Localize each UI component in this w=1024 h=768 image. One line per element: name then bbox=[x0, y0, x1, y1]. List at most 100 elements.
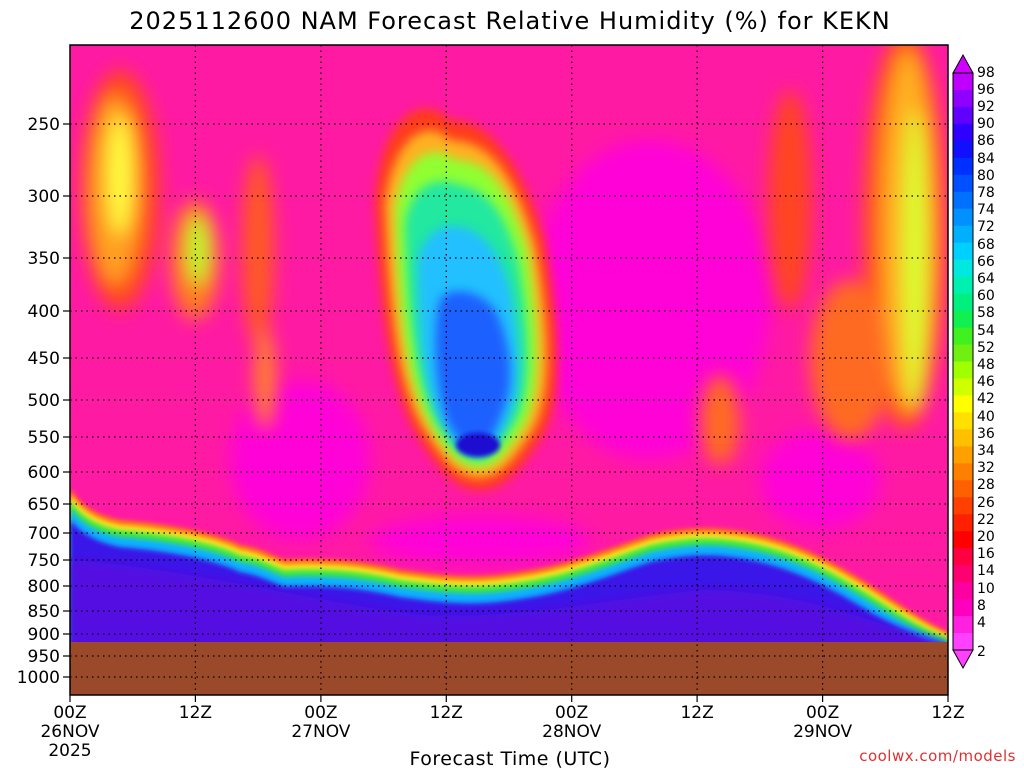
x-tick-label: 00Z bbox=[304, 703, 337, 723]
x-tick-label-date: 27NOV bbox=[291, 722, 350, 742]
credit-text: coolwx.com/models bbox=[859, 747, 1016, 765]
chart-title: 2025112600 NAM Forecast Relative Humidit… bbox=[129, 7, 890, 35]
grid bbox=[70, 45, 948, 695]
y-tick-labels: 250 300 350 400 450 500 550 600 650 700 … bbox=[17, 115, 60, 688]
colorbar-label: 84 bbox=[977, 151, 995, 167]
colorbar-label: 16 bbox=[977, 546, 995, 562]
colorbar-band bbox=[953, 157, 973, 176]
right-moist bbox=[700, 45, 947, 465]
plot-frame bbox=[69, 44, 949, 696]
colorbar-band bbox=[953, 531, 973, 549]
colorbar-label: 20 bbox=[977, 529, 995, 545]
colorbar-label: 10 bbox=[977, 581, 995, 597]
y-tick-label: 1000 bbox=[17, 668, 60, 688]
colorbar-band bbox=[953, 463, 973, 481]
colorbar-label: 34 bbox=[977, 443, 995, 459]
x-axis-label: Forecast Time (UTC) bbox=[410, 748, 611, 768]
y-tick-label: 450 bbox=[28, 349, 60, 369]
y-tick-label: 700 bbox=[28, 524, 60, 544]
colorbar-label: 74 bbox=[977, 202, 995, 218]
colorbar-label: 28 bbox=[977, 477, 995, 493]
colorbar-band bbox=[953, 582, 973, 600]
colorbar-band bbox=[953, 514, 973, 532]
colorbar-band bbox=[953, 225, 973, 244]
colorbar-band bbox=[953, 633, 973, 651]
colorbar-band bbox=[953, 140, 973, 159]
colorbar-label: 90 bbox=[977, 116, 995, 132]
colorbar-band bbox=[953, 293, 973, 312]
colorbar-labels: 98 96 92 90 86 84 80 78 74 72 68 66 64 6… bbox=[977, 65, 995, 660]
y-tick-label: 800 bbox=[28, 577, 60, 597]
y-tick-label: 350 bbox=[28, 249, 60, 269]
colorbar-band bbox=[953, 446, 973, 464]
colorbar-band bbox=[953, 259, 973, 278]
colorbar-band bbox=[953, 378, 973, 396]
colorbar-label: 66 bbox=[977, 254, 995, 270]
x-tick-label: 00Z bbox=[53, 703, 86, 723]
colorbar-label: 26 bbox=[977, 495, 995, 511]
colorbar-label: 32 bbox=[977, 460, 995, 476]
x-tick-label: 12Z bbox=[931, 703, 964, 723]
colorbar: 98 96 92 90 86 84 80 78 74 72 68 66 64 6… bbox=[952, 53, 995, 670]
x-tick-labels: 00Z 26NOV 2025 12Z 00Z 27NOV 12Z 00Z 28N… bbox=[40, 703, 964, 761]
colorbar-band bbox=[953, 106, 973, 125]
x-tick-label-date: 29NOV bbox=[793, 722, 852, 742]
colorbar-label: 60 bbox=[977, 288, 995, 304]
colorbar-band bbox=[953, 276, 973, 295]
colorbar-band bbox=[953, 429, 973, 447]
x-tick-label: 12Z bbox=[430, 703, 463, 723]
colorbar-label: 72 bbox=[977, 219, 995, 235]
colorbar-band bbox=[953, 208, 973, 227]
colorbar-label: 78 bbox=[977, 185, 995, 201]
colorbar-band bbox=[953, 174, 973, 193]
colorbar-label: 52 bbox=[977, 340, 995, 356]
x-tick-label-date: 28NOV bbox=[542, 722, 601, 742]
colorbar-label: 96 bbox=[977, 82, 995, 98]
y-tick-label: 400 bbox=[28, 302, 60, 322]
x-tick-label: 12Z bbox=[680, 703, 713, 723]
colorbar-band bbox=[953, 599, 973, 617]
y-tick-label: 600 bbox=[28, 463, 60, 483]
y-tick-label: 950 bbox=[28, 647, 60, 667]
colorbar-label: 4 bbox=[977, 615, 986, 631]
colorbar-band bbox=[953, 310, 973, 329]
mid-level-moist-region bbox=[375, 108, 558, 490]
y-tick-label: 850 bbox=[28, 602, 60, 622]
below-ground-mask bbox=[70, 642, 948, 695]
colorbar-label: 2 bbox=[977, 644, 986, 660]
colorbar-band bbox=[953, 548, 973, 566]
y-tick-label: 300 bbox=[28, 187, 60, 207]
colorbar-band bbox=[953, 191, 973, 210]
colorbar-bottom-arrow bbox=[952, 649, 974, 670]
y-tick-label: 550 bbox=[28, 428, 60, 448]
colorbar-band bbox=[953, 344, 973, 362]
x-tick-label-year: 2025 bbox=[48, 741, 91, 761]
colorbar-band bbox=[953, 123, 973, 142]
colorbar-label: 54 bbox=[977, 323, 995, 339]
colorbar-band bbox=[953, 565, 973, 583]
rh-field bbox=[70, 45, 948, 695]
colorbar-band bbox=[953, 89, 973, 108]
x-tick-label: 00Z bbox=[555, 703, 588, 723]
colorbar-label: 14 bbox=[977, 563, 995, 579]
colorbar-band bbox=[953, 242, 973, 261]
colorbar-band bbox=[953, 480, 973, 498]
y-tick-label: 500 bbox=[28, 391, 60, 411]
colorbar-label: 98 bbox=[977, 65, 995, 81]
y-axis bbox=[63, 123, 70, 678]
y-tick-label: 900 bbox=[28, 625, 60, 645]
colorbar-band bbox=[953, 73, 973, 91]
colorbar-label: 8 bbox=[977, 598, 986, 614]
colorbar-band bbox=[953, 361, 973, 379]
colorbar-label: 58 bbox=[977, 305, 995, 321]
colorbar-label: 40 bbox=[977, 409, 995, 425]
colorbar-label: 22 bbox=[977, 512, 995, 528]
y-tick-label: 750 bbox=[28, 551, 60, 571]
colorbar-label: 68 bbox=[977, 237, 995, 253]
x-tick-label: 00Z bbox=[806, 703, 839, 723]
colorbar-band bbox=[953, 395, 973, 413]
colorbar-band bbox=[953, 616, 973, 634]
colorbar-bands bbox=[952, 72, 974, 651]
colorbar-label: 92 bbox=[977, 99, 995, 115]
